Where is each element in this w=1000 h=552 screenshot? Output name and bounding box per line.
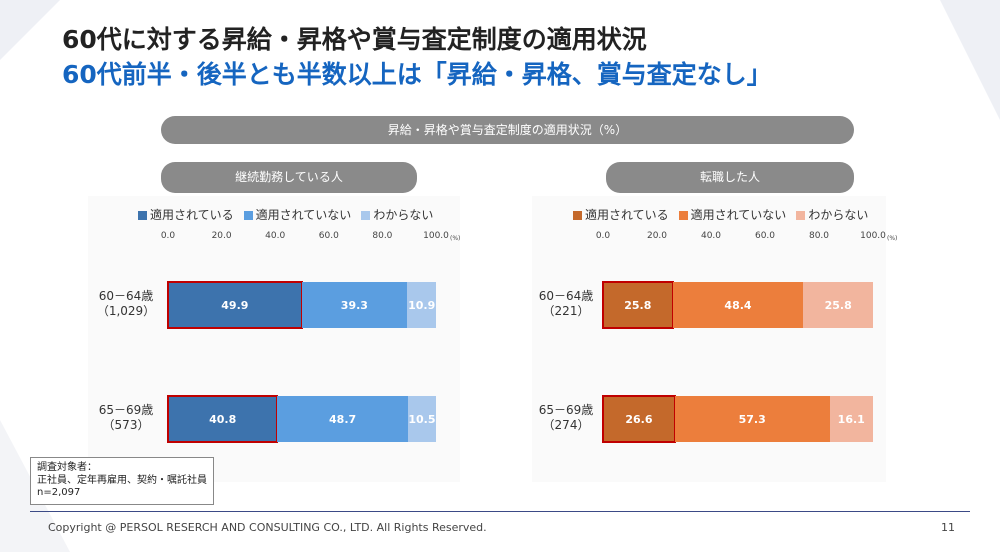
copyright-text: Copyright @ PERSOL RESERCH AND CONSULTIN… bbox=[48, 521, 487, 534]
highlight-box bbox=[167, 395, 279, 443]
category-label-line: 65－69歳 bbox=[98, 403, 154, 417]
legend-swatch bbox=[138, 211, 147, 220]
legend-item: 適用されている bbox=[573, 206, 669, 223]
bar-segment: 39.3 bbox=[301, 282, 408, 328]
footer-divider bbox=[30, 511, 970, 512]
bar-segment: 10.5 bbox=[407, 396, 436, 442]
chart-legend: 適用されている 適用されていない わからない bbox=[573, 206, 868, 223]
bar-segment: 26.6 bbox=[603, 396, 675, 442]
legend-item: 適用されている bbox=[138, 206, 234, 223]
category-label: 65－69歳 （573） bbox=[86, 403, 166, 433]
legend-swatch bbox=[361, 211, 371, 220]
x-tick-label: 60.0 bbox=[318, 231, 339, 241]
page-headline: 60代前半・後半とも半数以上は「昇給・昇格、賞与査定なし」 bbox=[62, 60, 772, 89]
x-tick-label: 20.0 bbox=[646, 231, 668, 241]
category-label: 65－69歳 （274） bbox=[526, 403, 606, 433]
note-line: 正社員、定年再雇用、契約・嘱託社員 bbox=[37, 474, 207, 486]
highlight-box bbox=[602, 395, 676, 443]
legend-item: 適用されていない bbox=[243, 206, 352, 223]
category-label-line: 65－69歳 bbox=[538, 403, 594, 417]
legend-label: 適用されている bbox=[150, 208, 234, 222]
note-line: 調査対象者： bbox=[37, 462, 97, 473]
x-tick-label: 40.0 bbox=[265, 231, 286, 241]
legend-label: 適用されている bbox=[585, 208, 669, 222]
legend-swatch bbox=[243, 211, 253, 220]
note-line: n=2,097 bbox=[37, 487, 81, 498]
legend-item: わからない bbox=[361, 206, 433, 223]
x-tick-label: 100.0 bbox=[423, 231, 449, 241]
x-tick-label: 60.0 bbox=[754, 231, 776, 241]
legend-swatch bbox=[796, 211, 806, 220]
right-chart-title: 転職した人 bbox=[606, 162, 854, 193]
legend-swatch bbox=[678, 211, 688, 220]
x-tick-label: 80.0 bbox=[808, 231, 830, 241]
bar-segment: 40.8 bbox=[168, 396, 278, 442]
bar-segment: 25.8 bbox=[803, 282, 873, 328]
legend-label: わからない bbox=[808, 208, 869, 222]
category-label-line: 60－64歳 bbox=[538, 289, 594, 303]
axis-unit: (%) bbox=[887, 235, 898, 242]
bar-segment: 16.1 bbox=[829, 396, 873, 442]
survey-note: 調査対象者： 正社員、定年再雇用、契約・嘱託社員 n=2,097 bbox=[30, 457, 214, 505]
left-chart-title: 継続勤務している人 bbox=[161, 162, 417, 193]
category-label-line: （1,029） bbox=[96, 304, 156, 318]
bar-segment: 25.8 bbox=[603, 282, 673, 328]
page-title: 60代に対する昇給・昇格や賞与査定制度の適用状況 bbox=[62, 25, 647, 54]
category-label-line: （573） bbox=[102, 418, 150, 432]
legend-item: 適用されていない bbox=[678, 206, 787, 223]
bar-segment: 48.7 bbox=[277, 396, 408, 442]
highlight-box bbox=[602, 281, 674, 329]
x-tick-label: 0.0 bbox=[595, 231, 611, 241]
x-tick-label: 100.0 bbox=[860, 231, 886, 241]
legend-swatch bbox=[573, 211, 582, 220]
chart-caption: 昇給・昇格や賞与査定制度の適用状況（%） bbox=[161, 116, 854, 144]
x-tick-label: 40.0 bbox=[700, 231, 722, 241]
category-label: 60－64歳 （221） bbox=[526, 289, 606, 319]
category-label: 60－64歳 （1,029） bbox=[86, 289, 166, 319]
bar-segment: 57.3 bbox=[674, 396, 830, 442]
bar-segment: 48.4 bbox=[672, 282, 804, 328]
axis-unit: (%) bbox=[450, 235, 461, 242]
page-number: 11 bbox=[941, 521, 955, 534]
legend-item: わからない bbox=[796, 206, 868, 223]
bar-segment: 10.9 bbox=[407, 282, 437, 328]
bar-segment: 49.9 bbox=[168, 282, 302, 328]
category-label-line: （221） bbox=[542, 304, 590, 318]
legend-label: 適用されていない bbox=[690, 208, 787, 222]
highlight-box bbox=[167, 281, 303, 329]
chart-legend: 適用されている 適用されていない わからない bbox=[138, 206, 433, 223]
legend-label: 適用されていない bbox=[255, 208, 352, 222]
x-tick-label: 80.0 bbox=[372, 231, 393, 241]
x-tick-label: 20.0 bbox=[211, 231, 232, 241]
category-label-line: （274） bbox=[542, 418, 590, 432]
legend-label: わからない bbox=[373, 208, 434, 222]
category-label-line: 60－64歳 bbox=[98, 289, 154, 303]
x-tick-label: 0.0 bbox=[160, 231, 176, 241]
